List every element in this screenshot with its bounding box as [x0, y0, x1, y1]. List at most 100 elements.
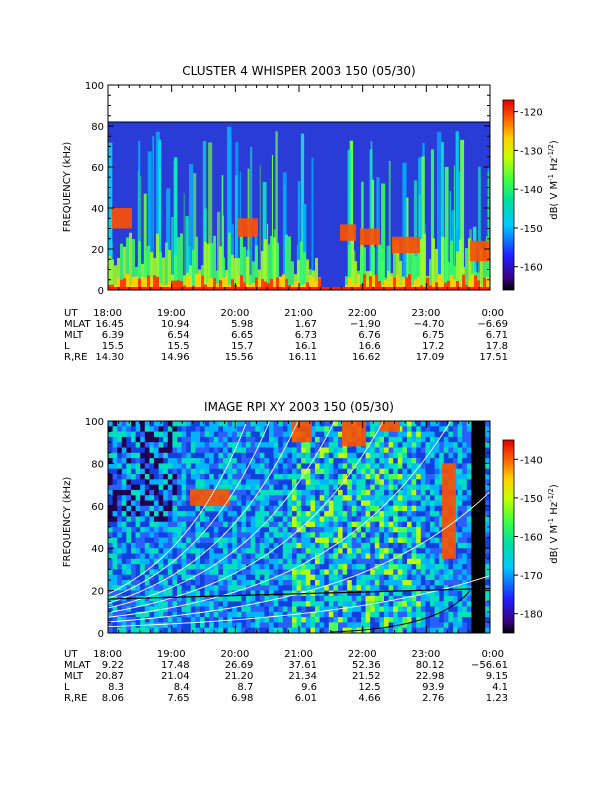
spectrogram-1-band: [108, 256, 111, 290]
spectrogram-2-cell: [204, 564, 210, 570]
spectrogram-2-cell: [126, 458, 132, 464]
spectrogram-2-cell: [140, 548, 146, 554]
spectrogram-2-cell: [402, 436, 408, 443]
spectrogram-2-cell: [250, 537, 256, 544]
spectrogram-2-cell: [407, 447, 412, 454]
spectrogram-2-cell: [301, 489, 307, 496]
spectrogram-2-cell: [278, 527, 284, 533]
spectrogram-2-cell: [342, 527, 348, 533]
spectrogram-2-cell: [420, 516, 426, 523]
spectrogram-2-cell: [241, 633, 246, 639]
spectrogram-2-cell: [430, 421, 435, 427]
spectrogram-2-cell: [342, 558, 348, 565]
spectrogram-2-cell: [236, 442, 242, 448]
spectrogram-2-cell: [365, 452, 371, 459]
spectrogram-2-cell: [167, 516, 173, 523]
spectrogram-1-streak: [283, 184, 286, 290]
spectrogram-2-cell: [319, 527, 325, 533]
spectrogram-2-cell: [186, 558, 192, 565]
spectrogram-2-cell: [255, 574, 261, 581]
spectrogram-2-cell: [264, 595, 270, 602]
spectrogram-2-cell: [126, 463, 132, 470]
spectrogram-2-cell: [305, 484, 311, 491]
spectrogram-2-cell: [209, 436, 215, 443]
spectrogram-2-cell: [310, 484, 316, 491]
spectrogram-2-cell: [259, 458, 265, 464]
spectrogram-2-cell: [158, 558, 164, 565]
spectrogram-2-cell: [255, 622, 261, 629]
spectrogram-2-cell: [480, 447, 486, 454]
spectrogram-2-cell: [190, 611, 196, 618]
spectrogram-2-cell: [135, 484, 141, 491]
spectrogram-2-cell: [319, 558, 325, 565]
spectrogram-2-cell: [328, 516, 334, 523]
spectrogram-2-cell: [121, 505, 127, 512]
spectrogram-2-cell: [117, 558, 123, 565]
spectrogram-2-cell: [365, 436, 371, 443]
spectrogram-2-cell: [379, 558, 385, 565]
spectrogram-2-cell: [416, 431, 422, 438]
spectrogram-2-cell: [181, 479, 187, 485]
spectrogram-2-cell: [480, 611, 486, 618]
spectrogram-1-streak: [140, 176, 142, 290]
spectrogram-2-cell: [310, 436, 316, 443]
spectrogram-1-band: [378, 244, 381, 290]
spectrogram-2-cell: [292, 463, 297, 470]
spectrogram-2-cell: [200, 431, 205, 438]
spectrogram-2-cell: [144, 436, 150, 443]
spectrogram-2-cell: [416, 495, 422, 501]
spectrogram-2-cell: [443, 622, 449, 629]
spectrogram-2-cell: [177, 558, 182, 565]
spectrogram-1-band: [273, 279, 276, 290]
spectrogram-2-cell: [379, 585, 385, 591]
spectrogram-2-cell: [476, 617, 481, 623]
spectrogram-2-cell: [259, 595, 265, 602]
spectrogram-2-plasma-line: [108, 421, 299, 604]
spectrogram-2-cell: [467, 633, 472, 639]
spectrogram-2-cell: [296, 463, 302, 470]
spectrogram-2-cell: [250, 484, 256, 491]
spectrogram-1-band: [414, 279, 417, 290]
spectrogram-2-cell: [374, 489, 380, 496]
spectrogram-2-cell: [181, 606, 187, 613]
spectrogram-2-cell: [324, 595, 330, 602]
spectrogram-2-cell: [315, 633, 320, 639]
panel-2-ephemeris-cell: 21.20: [225, 671, 254, 682]
spectrogram-2-cell: [365, 537, 371, 544]
spectrogram-2-cell: [126, 622, 132, 629]
spectrogram-2-cell: [255, 532, 261, 538]
spectrogram-2-cell: [457, 447, 463, 454]
spectrogram-2-cell: [328, 436, 334, 443]
panel-2-y-tick-label: 100: [85, 417, 104, 428]
spectrogram-2-cell: [407, 532, 412, 538]
spectrogram-1-band: [219, 246, 222, 290]
spectrogram-2-cell: [227, 601, 233, 607]
spectrogram-2-cell: [315, 558, 320, 565]
panel-2-ephemeris-cell: 7.65: [167, 693, 189, 704]
spectrogram-2-cell: [443, 627, 449, 633]
spectrogram-2-cell: [195, 595, 201, 602]
spectrogram-2-cell: [223, 595, 228, 602]
spectrogram-2-cell: [154, 484, 159, 491]
spectrogram-2-cell: [471, 431, 477, 438]
spectrogram-2-cell: [140, 564, 146, 570]
spectrogram-2-cell: [407, 463, 412, 470]
spectrogram-1-band: [171, 280, 174, 290]
spectrogram-2-cell: [466, 500, 472, 507]
spectrogram-2-cell: [135, 627, 141, 633]
spectrogram-2-cell: [177, 505, 182, 512]
spectrogram-2-cell: [140, 595, 146, 602]
spectrogram-2-cell: [250, 617, 256, 623]
spectrogram-2-cell: [264, 564, 270, 570]
spectrogram-2-cell: [365, 564, 371, 570]
spectrogram-2-cell: [480, 463, 486, 470]
spectrogram-2-cell: [448, 442, 454, 448]
spectrogram-2-cell: [269, 622, 274, 629]
spectrogram-2-cell: [209, 622, 215, 629]
spectrogram-2-cell: [269, 574, 274, 581]
spectrogram-2-cell: [204, 590, 210, 597]
spectrogram-2-cell: [384, 580, 389, 586]
spectrogram-2-cell: [301, 574, 307, 581]
spectrogram-2-cell: [453, 627, 458, 633]
panel-1-ephemeris-cell: 6.65: [231, 330, 253, 341]
